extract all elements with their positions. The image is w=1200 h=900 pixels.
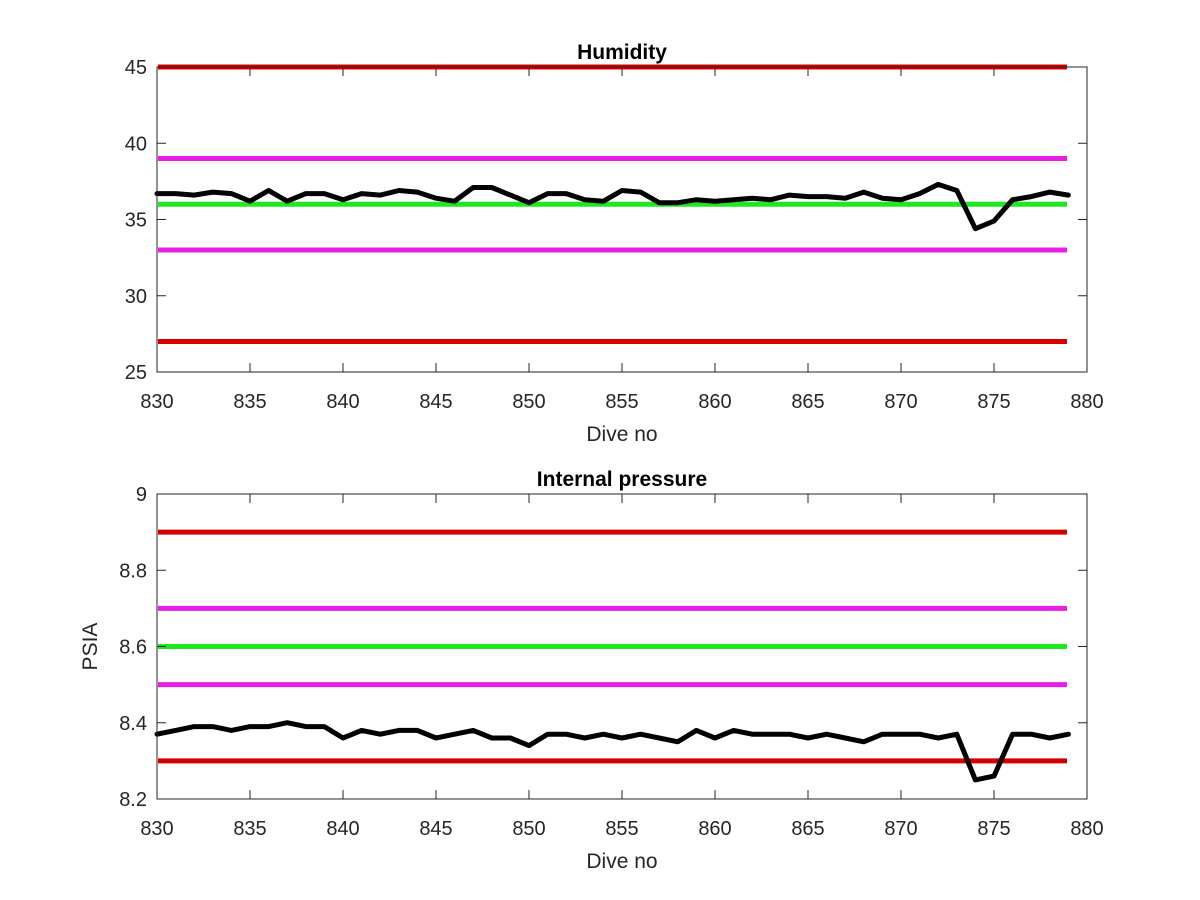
humidity-y-tick-label: 25 — [125, 362, 147, 384]
internal-pressure-title: Internal pressure — [537, 468, 707, 491]
humidity-y-tick-label: 40 — [125, 133, 147, 155]
humidity-x-tick-label: 875 — [977, 391, 1010, 413]
internal-pressure-y-tick-label: 9 — [136, 484, 147, 506]
internal-pressure-x-tick-label: 860 — [698, 818, 731, 840]
humidity-chart: 830 835 840 845 850 855 860 865 870 875 880 25 30 35 4… — [125, 41, 1104, 446]
humidity-x-tick-label: 870 — [884, 391, 917, 413]
internal-pressure-y-tick-label: 8.2 — [119, 789, 147, 811]
humidity-x-tick-label: 850 — [512, 391, 545, 413]
internal-pressure-x-tick-label: 880 — [1070, 818, 1103, 840]
humidity-plot-area — [157, 67, 1087, 372]
internal-pressure-x-tick-label: 845 — [419, 818, 452, 840]
internal-pressure-x-tick-label: 830 — [140, 818, 173, 840]
humidity-x-tick-label: 830 — [140, 391, 173, 413]
humidity-x-tick-label: 835 — [233, 391, 266, 413]
humidity-x-tick-label: 880 — [1070, 391, 1103, 413]
internal-pressure-y-tick-label: 8.4 — [119, 713, 147, 735]
internal-pressure-x-tick-label: 865 — [791, 818, 824, 840]
internal-pressure-chart: 830 835 840 845 850 855 860 865 870 875 880 8.2 8.4 8… — [79, 468, 1104, 873]
internal-pressure-x-axis-label: Dive no — [586, 850, 657, 873]
humidity-y-tick-label: 45 — [125, 57, 147, 79]
internal-pressure-x-tick-label: 855 — [605, 818, 638, 840]
humidity-x-axis-label: Dive no — [586, 423, 657, 446]
internal-pressure-y-tick-label: 8.8 — [119, 560, 147, 582]
humidity-x-tick-label: 855 — [605, 391, 638, 413]
humidity-x-tick-label: 845 — [419, 391, 452, 413]
internal-pressure-series-line-0 — [154, 720, 1071, 783]
internal-pressure-x-tick-label: 850 — [512, 818, 545, 840]
humidity-x-tick-label: 860 — [698, 391, 731, 413]
internal-pressure-y-tick-label: 8.6 — [119, 637, 147, 659]
humidity-series-line-0 — [154, 181, 1071, 232]
internal-pressure-x-tick-label: 875 — [977, 818, 1010, 840]
internal-pressure-x-tick-label: 870 — [884, 818, 917, 840]
humidity-y-tick-label: 30 — [125, 286, 147, 308]
humidity-x-tick-label: 865 — [791, 391, 824, 413]
humidity-y-tick-label: 35 — [125, 210, 147, 232]
internal-pressure-x-tick-label: 840 — [326, 818, 359, 840]
humidity-x-tick-label: 840 — [326, 391, 359, 413]
internal-pressure-x-tick-label: 835 — [233, 818, 266, 840]
internal-pressure-y-axis-label: PSIA — [79, 623, 102, 671]
humidity-title: Humidity — [577, 41, 667, 64]
